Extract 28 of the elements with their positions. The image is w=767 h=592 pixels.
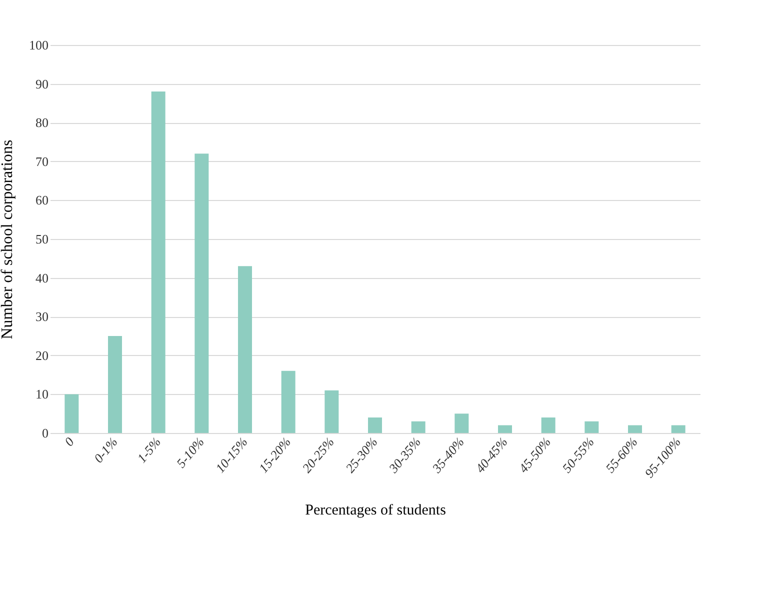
y-tick-label: 40 [36, 270, 48, 286]
bar [281, 370, 296, 433]
y-tick-label: 50 [36, 232, 48, 246]
bar [194, 154, 209, 433]
bar [64, 394, 79, 433]
y-tick-label: 60 [36, 192, 48, 208]
bar [584, 421, 599, 433]
bar [671, 425, 686, 433]
bar [324, 390, 339, 433]
y-tick-label: 70 [36, 154, 48, 169]
x-axis-title: Percentages of students [305, 502, 446, 519]
y-tick-label: 20 [36, 348, 48, 363]
y-axis-title: Number of school corporations [0, 140, 16, 340]
bar [238, 266, 252, 433]
bar [454, 414, 469, 433]
bar [151, 92, 166, 433]
bar [411, 421, 426, 433]
y-tick-label: 10 [36, 386, 48, 402]
y-tick-label: 90 [36, 76, 48, 92]
y-tick-label: 30 [36, 309, 48, 324]
bar [498, 425, 512, 433]
bar [541, 417, 556, 433]
x-tick-label: 0 [61, 434, 78, 449]
bar [368, 417, 382, 433]
bar [628, 425, 642, 433]
y-tick-label: 80 [36, 115, 48, 130]
bar [108, 336, 122, 433]
y-tick-label: 100 [29, 38, 48, 52]
